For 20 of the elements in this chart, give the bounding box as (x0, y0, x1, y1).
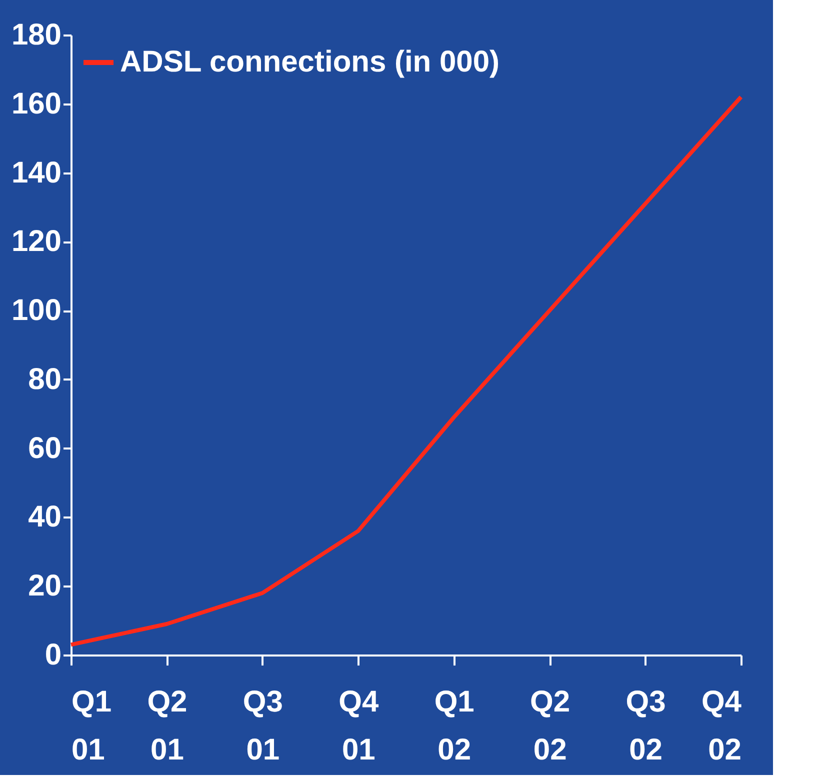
y-tick-label: 60 (28, 432, 62, 465)
x-tick-label: Q2 01 (147, 686, 188, 766)
y-tick-label: 0 (44, 638, 62, 672)
y-tick-label: 100 (11, 294, 62, 328)
x-tick-label: Q3 02 (626, 686, 666, 766)
line-series (69, 95, 743, 647)
x-tick-label: Q1 01 (72, 686, 112, 766)
legend-label: ADSL connections (in 000) (120, 46, 500, 78)
y-tick-label: 140 (11, 156, 62, 190)
y-tick-label: 160 (11, 87, 62, 120)
y-tick-label: 40 (28, 500, 62, 534)
x-tick-label: Q4 01 (338, 686, 379, 766)
x-tick-label: Q1 02 (434, 686, 474, 766)
x-tick-label: Q2 02 (530, 686, 570, 766)
y-tick-label: 180 (11, 18, 62, 52)
y-tick-label: 120 (11, 225, 62, 258)
x-tick-label: Q4 02 (701, 686, 742, 766)
y-tick-label: 20 (28, 570, 62, 603)
x-tick-label: Q3 01 (242, 686, 283, 766)
y-tick-label: 80 (28, 362, 62, 396)
